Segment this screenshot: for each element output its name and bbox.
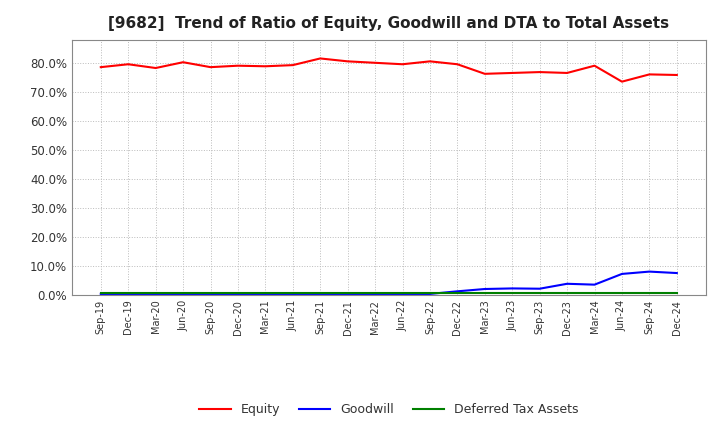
Equity: [398, 62, 407, 67]
Title: [9682]  Trend of Ratio of Equity, Goodwill and DTA to Total Assets: [9682] Trend of Ratio of Equity, Goodwil…: [108, 16, 670, 32]
Deferred Tax Assets: [206, 291, 215, 296]
Goodwill: [316, 291, 325, 297]
Goodwill: [371, 291, 379, 297]
Deferred Tax Assets: [590, 291, 599, 296]
Goodwill: [179, 291, 187, 297]
Goodwill: [96, 291, 105, 297]
Equity: [316, 56, 325, 61]
Equity: [672, 72, 681, 77]
Goodwill: [124, 291, 132, 297]
Goodwill: [206, 291, 215, 297]
Goodwill: [508, 286, 516, 291]
Equity: [124, 62, 132, 67]
Equity: [371, 60, 379, 66]
Goodwill: [672, 271, 681, 276]
Goodwill: [261, 291, 270, 297]
Goodwill: [289, 291, 297, 297]
Deferred Tax Assets: [536, 291, 544, 296]
Goodwill: [453, 289, 462, 294]
Deferred Tax Assets: [96, 291, 105, 296]
Goodwill: [590, 282, 599, 287]
Deferred Tax Assets: [426, 291, 434, 296]
Goodwill: [563, 281, 572, 286]
Deferred Tax Assets: [343, 291, 352, 296]
Deferred Tax Assets: [151, 291, 160, 296]
Equity: [453, 62, 462, 67]
Deferred Tax Assets: [371, 291, 379, 296]
Deferred Tax Assets: [316, 291, 325, 296]
Goodwill: [343, 291, 352, 297]
Equity: [508, 70, 516, 76]
Line: Equity: Equity: [101, 59, 677, 82]
Equity: [480, 71, 489, 77]
Deferred Tax Assets: [508, 291, 516, 296]
Deferred Tax Assets: [563, 291, 572, 296]
Deferred Tax Assets: [672, 291, 681, 296]
Legend: Equity, Goodwill, Deferred Tax Assets: Equity, Goodwill, Deferred Tax Assets: [194, 398, 583, 421]
Equity: [289, 62, 297, 68]
Equity: [590, 63, 599, 68]
Deferred Tax Assets: [645, 291, 654, 296]
Equity: [233, 63, 242, 68]
Equity: [261, 64, 270, 69]
Equity: [151, 66, 160, 71]
Equity: [563, 70, 572, 76]
Goodwill: [480, 286, 489, 292]
Deferred Tax Assets: [233, 291, 242, 296]
Equity: [179, 59, 187, 65]
Equity: [536, 70, 544, 75]
Deferred Tax Assets: [179, 291, 187, 296]
Goodwill: [233, 291, 242, 297]
Line: Goodwill: Goodwill: [101, 271, 677, 294]
Goodwill: [426, 291, 434, 297]
Deferred Tax Assets: [398, 291, 407, 296]
Goodwill: [645, 269, 654, 274]
Deferred Tax Assets: [124, 291, 132, 296]
Deferred Tax Assets: [453, 291, 462, 296]
Equity: [426, 59, 434, 64]
Goodwill: [536, 286, 544, 291]
Goodwill: [398, 291, 407, 297]
Equity: [206, 65, 215, 70]
Equity: [96, 65, 105, 70]
Deferred Tax Assets: [261, 291, 270, 296]
Deferred Tax Assets: [618, 291, 626, 296]
Deferred Tax Assets: [289, 291, 297, 296]
Goodwill: [151, 291, 160, 297]
Deferred Tax Assets: [480, 291, 489, 296]
Equity: [343, 59, 352, 64]
Equity: [618, 79, 626, 84]
Equity: [645, 72, 654, 77]
Goodwill: [618, 271, 626, 277]
